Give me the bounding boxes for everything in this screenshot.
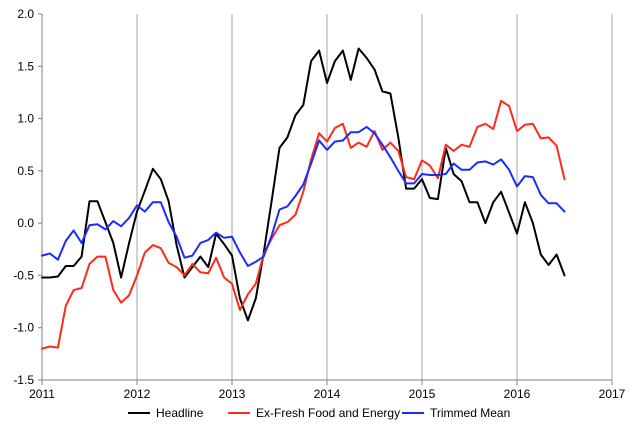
x-tick-label: 2015 bbox=[409, 387, 436, 401]
legend-label: Headline bbox=[156, 406, 204, 420]
y-tick-label: 1.5 bbox=[17, 59, 34, 73]
vertical-gridlines bbox=[136, 14, 613, 380]
x-tick-label: 2017 bbox=[599, 387, 626, 401]
x-tick-label: 2011 bbox=[29, 387, 55, 401]
y-tick-label: 1.0 bbox=[17, 112, 34, 126]
y-tick-label: -1.5 bbox=[13, 373, 34, 387]
series-line-trimmed-mean bbox=[41, 125, 566, 267]
y-tick-label: 0.5 bbox=[17, 164, 34, 178]
x-tick-label: 2012 bbox=[124, 387, 151, 401]
series-lines bbox=[41, 47, 566, 350]
y-tick-label: -1.0 bbox=[13, 321, 34, 335]
x-tick-label: 2013 bbox=[219, 387, 246, 401]
legend-label: Trimmed Mean bbox=[430, 406, 510, 420]
y-tick-label: 0.0 bbox=[17, 216, 34, 230]
x-axis-ticks: 2011 2012 2013 2014 2015 2016 2017 bbox=[29, 380, 626, 401]
y-tick-label: -0.5 bbox=[13, 268, 34, 282]
series-line-ex-fresh-food-and-energy bbox=[41, 99, 566, 350]
series-line-headline bbox=[41, 47, 566, 322]
y-axis-ticks: 2.0 1.5 1.0 0.5 0.0 -0.5 -1.0 -1.5 bbox=[13, 7, 42, 387]
x-tick-label: 2014 bbox=[314, 387, 341, 401]
y-tick-label: 2.0 bbox=[17, 7, 34, 21]
legend-label: Ex-Fresh Food and Energy bbox=[256, 406, 400, 420]
x-tick-label: 2016 bbox=[504, 387, 531, 401]
legend: Headline Ex-Fresh Food and Energy Trimmed … bbox=[128, 406, 510, 420]
